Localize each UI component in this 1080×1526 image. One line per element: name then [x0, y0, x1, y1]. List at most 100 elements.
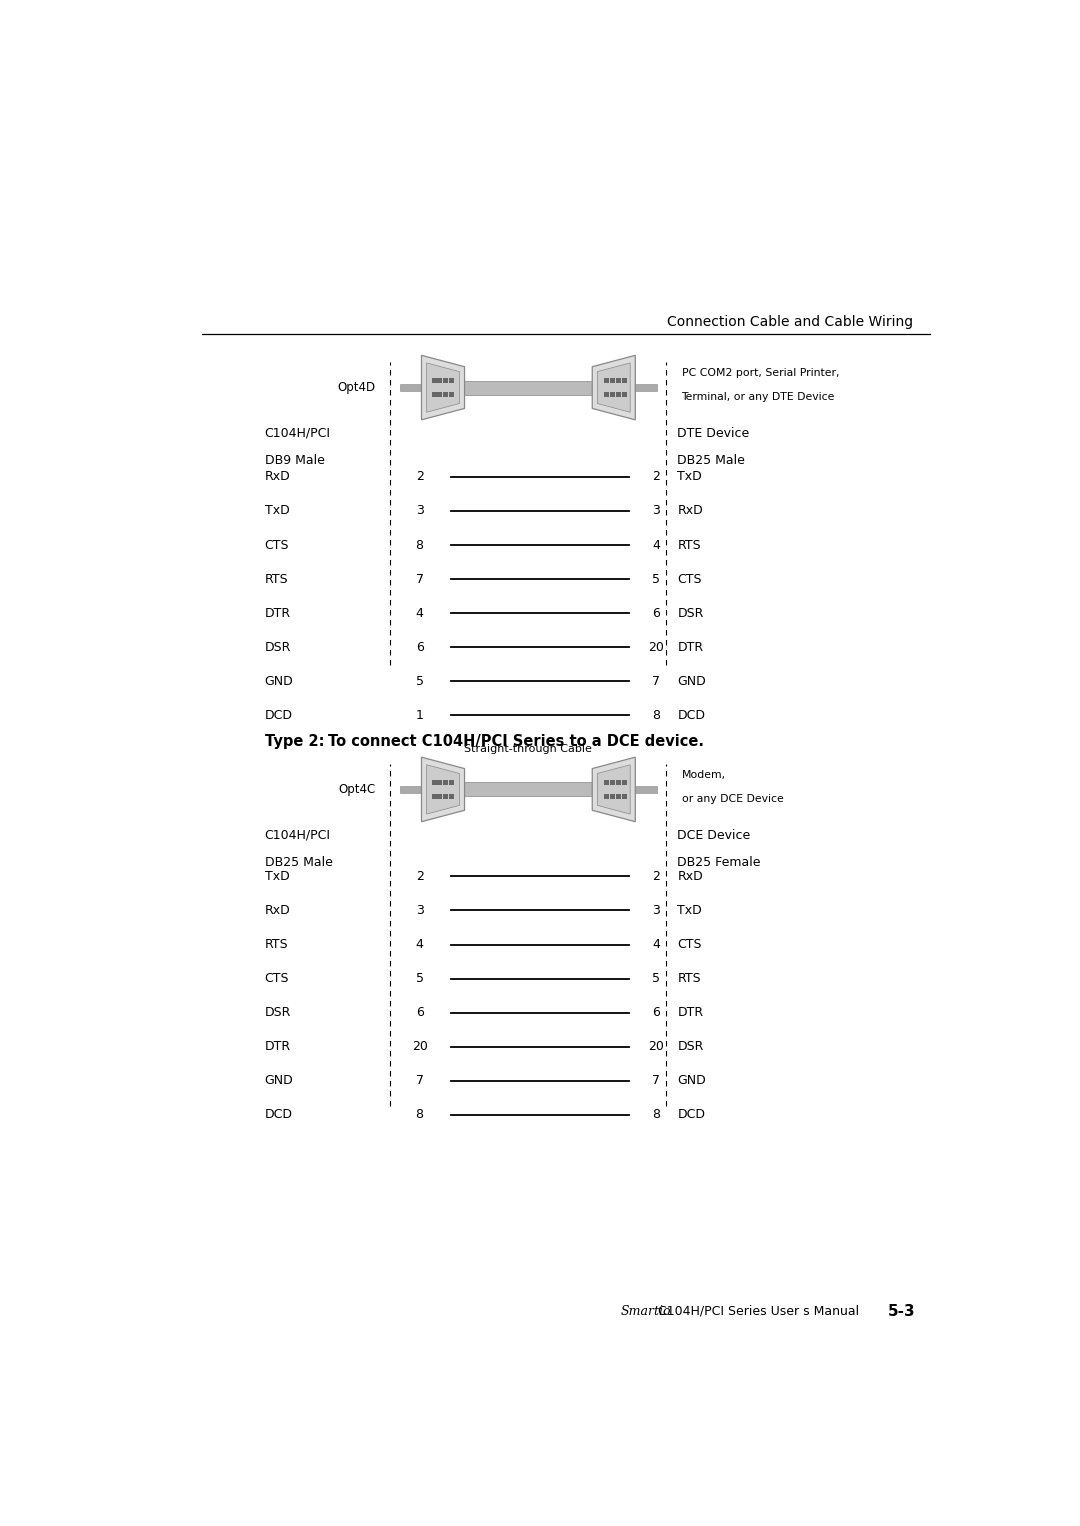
Text: C104H/PCI: C104H/PCI — [265, 829, 330, 842]
Text: 4: 4 — [652, 539, 660, 551]
Text: 3: 3 — [416, 903, 423, 917]
Bar — [445, 783, 612, 797]
Text: 4: 4 — [416, 938, 423, 951]
Text: DB9 Male: DB9 Male — [265, 453, 325, 467]
Text: DTR: DTR — [677, 641, 703, 653]
Text: Straight-through Cable: Straight-through Cable — [464, 745, 592, 754]
Text: DTE Device: DTE Device — [677, 427, 750, 439]
Text: 4: 4 — [652, 938, 660, 951]
Bar — [616, 378, 621, 383]
Text: DB25 Female: DB25 Female — [677, 856, 761, 868]
Text: GND: GND — [677, 1074, 706, 1088]
Text: 20: 20 — [411, 1041, 428, 1053]
Text: CTS: CTS — [677, 572, 702, 586]
Text: 7: 7 — [652, 674, 661, 688]
Text: RTS: RTS — [677, 539, 701, 551]
Text: TxD: TxD — [677, 903, 702, 917]
Text: 8: 8 — [652, 710, 661, 722]
Text: Opt4C: Opt4C — [338, 783, 375, 797]
Bar — [449, 392, 455, 397]
Text: DCD: DCD — [265, 1108, 293, 1122]
Bar — [610, 378, 616, 383]
Bar — [432, 794, 436, 798]
Bar — [616, 794, 621, 798]
Bar — [605, 378, 609, 383]
Bar — [616, 780, 621, 784]
Text: DSR: DSR — [677, 607, 704, 620]
Text: 6: 6 — [416, 641, 423, 653]
Bar — [437, 392, 443, 397]
Text: 7: 7 — [416, 572, 423, 586]
Text: RxD: RxD — [677, 505, 703, 517]
Polygon shape — [427, 765, 459, 813]
Polygon shape — [421, 356, 464, 420]
Bar — [605, 392, 609, 397]
Text: 2: 2 — [416, 470, 423, 484]
Text: RxD: RxD — [265, 470, 291, 484]
Text: DTR: DTR — [265, 1041, 291, 1053]
Text: To connect C104H/PCI Series to a DCE device.: To connect C104H/PCI Series to a DCE dev… — [327, 734, 703, 749]
Text: CTS: CTS — [265, 972, 289, 986]
Text: 3: 3 — [652, 903, 660, 917]
Bar — [622, 392, 626, 397]
Bar — [605, 794, 609, 798]
Text: 8: 8 — [416, 539, 423, 551]
Text: DCD: DCD — [265, 710, 293, 722]
Text: CTS: CTS — [265, 539, 289, 551]
Bar — [437, 794, 443, 798]
Polygon shape — [597, 765, 631, 813]
Text: 2: 2 — [416, 870, 423, 884]
Text: 20: 20 — [648, 1041, 664, 1053]
Text: TxD: TxD — [265, 870, 289, 884]
Bar — [445, 380, 612, 395]
Text: DB25 Male: DB25 Male — [265, 856, 333, 868]
Text: TxD: TxD — [677, 470, 702, 484]
Text: RxD: RxD — [265, 903, 291, 917]
Text: Smartio: Smartio — [620, 1305, 671, 1317]
Text: DSR: DSR — [677, 1041, 704, 1053]
Text: 3: 3 — [652, 505, 660, 517]
Bar — [616, 392, 621, 397]
Bar — [432, 780, 436, 784]
Bar — [610, 780, 616, 784]
Bar — [632, 786, 657, 794]
Text: 2: 2 — [652, 870, 660, 884]
Text: 7: 7 — [652, 1074, 661, 1088]
Bar — [605, 780, 609, 784]
Text: 3: 3 — [416, 505, 423, 517]
Text: 5: 5 — [652, 972, 661, 986]
Bar — [449, 780, 455, 784]
Polygon shape — [421, 757, 464, 821]
Text: DTR: DTR — [677, 1006, 703, 1019]
Bar — [622, 378, 626, 383]
Polygon shape — [427, 363, 459, 412]
Text: 5-3: 5-3 — [888, 1303, 915, 1318]
Text: DSR: DSR — [265, 641, 292, 653]
Text: 2: 2 — [652, 470, 660, 484]
Bar — [443, 794, 448, 798]
Text: 6: 6 — [652, 607, 660, 620]
Text: RTS: RTS — [265, 938, 288, 951]
Bar — [432, 392, 436, 397]
Bar — [443, 392, 448, 397]
Bar — [610, 794, 616, 798]
Polygon shape — [592, 757, 635, 821]
Bar — [437, 378, 443, 383]
Text: 6: 6 — [652, 1006, 660, 1019]
Bar — [610, 392, 616, 397]
Text: GND: GND — [265, 1074, 294, 1088]
Text: DCE Device: DCE Device — [677, 829, 751, 842]
Text: 1: 1 — [416, 710, 423, 722]
Text: PC COM2 port, Serial Printer,: PC COM2 port, Serial Printer, — [681, 368, 839, 378]
Text: Terminal, or any DTE Device: Terminal, or any DTE Device — [681, 392, 835, 403]
Text: DCD: DCD — [677, 710, 705, 722]
Bar — [443, 378, 448, 383]
Text: 8: 8 — [416, 1108, 423, 1122]
Text: DTR: DTR — [265, 607, 291, 620]
Text: 5: 5 — [416, 674, 423, 688]
Text: 20: 20 — [648, 641, 664, 653]
Text: RTS: RTS — [265, 572, 288, 586]
Bar — [622, 794, 626, 798]
Text: GND: GND — [677, 674, 706, 688]
Text: TxD: TxD — [265, 505, 289, 517]
